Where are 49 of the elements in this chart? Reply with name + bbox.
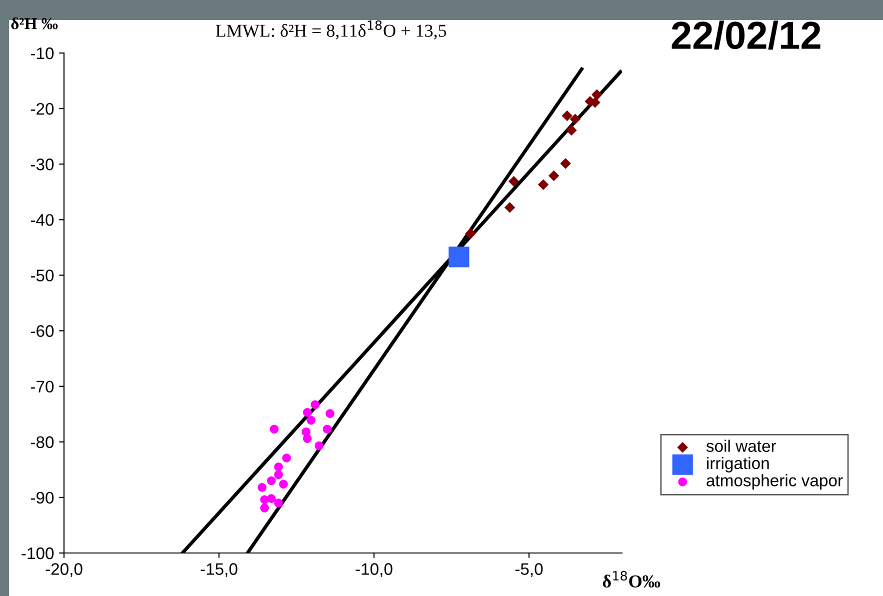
point xyxy=(548,170,560,182)
point xyxy=(508,176,520,187)
point xyxy=(465,228,476,239)
legend-label: irrigation xyxy=(707,456,769,472)
point xyxy=(267,494,276,503)
y-tick-label: -10 xyxy=(30,47,54,60)
point xyxy=(258,483,266,492)
point xyxy=(504,202,516,213)
point xyxy=(326,409,334,418)
point xyxy=(314,441,324,450)
point xyxy=(560,158,571,169)
text: LMWL: δ²H = 8,11δ$^{18}$O + 13,5 xyxy=(216,20,446,40)
y-tick-label: -70 xyxy=(30,380,54,393)
y-tick-label: -50 xyxy=(30,270,54,282)
point xyxy=(538,179,549,190)
text: 22/02/12 xyxy=(672,20,820,50)
y-tick-label: -40 xyxy=(30,214,54,226)
point xyxy=(267,476,276,486)
point xyxy=(562,110,573,122)
point xyxy=(270,424,279,434)
y-tick-label: -80 xyxy=(30,436,54,448)
point xyxy=(274,462,283,472)
point xyxy=(310,400,320,410)
point xyxy=(302,434,312,443)
x-tick-label: -20,0 xyxy=(46,563,82,577)
point xyxy=(260,504,269,512)
y-tick-label: -90 xyxy=(30,492,54,504)
y-tick-label: -20 xyxy=(30,102,54,115)
y-tick-label: -30 xyxy=(30,158,54,170)
point xyxy=(274,470,283,480)
y-tick-label: -100 xyxy=(22,547,54,560)
x-axis-title: δ$^{18}$O‰ xyxy=(602,571,660,588)
legend-label: atmospheric vapor xyxy=(706,474,843,490)
x-tick-label: -10,0 xyxy=(356,563,392,577)
x-tick-label: -5,0 xyxy=(515,563,543,577)
point xyxy=(302,408,312,417)
x-tick-label: -15,0 xyxy=(200,563,238,577)
point xyxy=(279,480,288,489)
point xyxy=(570,114,581,124)
y-axis-title: δ²H ‰ xyxy=(11,17,58,30)
y-tick-label: -60 xyxy=(30,325,54,337)
legend-label: soil water xyxy=(706,440,776,452)
point xyxy=(448,246,470,268)
point xyxy=(322,424,332,434)
point xyxy=(274,498,283,508)
point xyxy=(282,454,291,462)
point xyxy=(592,89,602,100)
point xyxy=(306,416,316,425)
point xyxy=(566,124,577,136)
